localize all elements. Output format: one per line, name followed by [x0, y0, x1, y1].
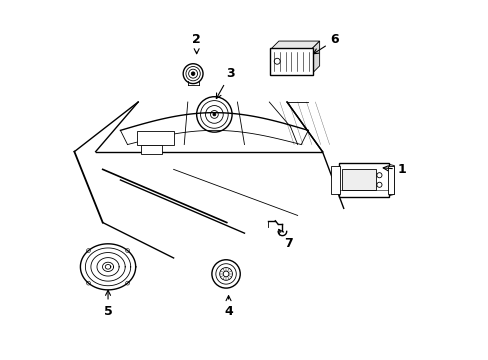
- FancyBboxPatch shape: [342, 169, 375, 190]
- Circle shape: [212, 113, 215, 116]
- Circle shape: [191, 72, 195, 76]
- Text: 4: 4: [224, 296, 232, 318]
- Polygon shape: [311, 41, 319, 74]
- Polygon shape: [270, 41, 319, 49]
- Text: 6: 6: [313, 33, 339, 54]
- Text: 1: 1: [383, 163, 406, 176]
- Text: 5: 5: [103, 291, 112, 318]
- Text: 2: 2: [192, 33, 201, 54]
- FancyBboxPatch shape: [339, 163, 388, 197]
- FancyBboxPatch shape: [141, 145, 161, 154]
- Polygon shape: [331, 166, 340, 194]
- Polygon shape: [387, 164, 394, 196]
- Polygon shape: [387, 166, 394, 194]
- Text: 7: 7: [278, 229, 293, 250]
- Text: 3: 3: [216, 67, 234, 99]
- FancyBboxPatch shape: [137, 131, 174, 145]
- FancyBboxPatch shape: [269, 48, 312, 75]
